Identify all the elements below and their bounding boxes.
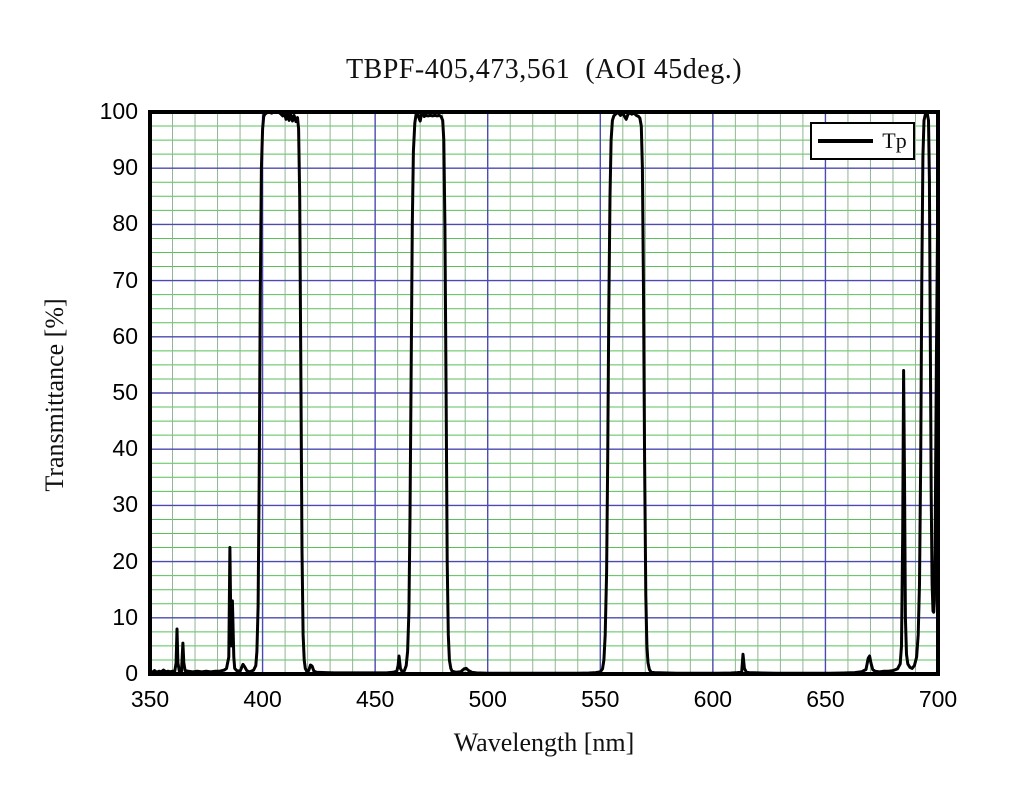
chart-title: TBPF-405,473,561 (AOI 45deg.) [345, 54, 743, 85]
y-tick-label: 0 [125, 660, 138, 686]
x-tick-label: 550 [581, 686, 620, 712]
y-tick-label: 10 [112, 603, 138, 630]
x-tick-label: 600 [693, 686, 733, 712]
legend-line-sample [818, 139, 874, 143]
x-tick-label: 350 [130, 686, 170, 712]
plot-frame [148, 110, 940, 676]
legend-series-label: Tp [882, 128, 907, 153]
x-axis-title: Wavelength [nm] [453, 728, 635, 757]
y-tick-label: 100 [99, 98, 138, 124]
legend-box: Tp [810, 122, 915, 160]
y-tick-label: 60 [112, 322, 138, 349]
y-tick-label: 30 [112, 491, 138, 518]
y-tick-label: 20 [112, 547, 138, 574]
y-tick-label: 90 [112, 154, 138, 181]
x-tick-label: 400 [243, 686, 282, 712]
y-axis-title: Transmittance [%] [40, 298, 69, 492]
x-tick-label: 450 [355, 686, 395, 712]
y-tick-label: 70 [112, 266, 138, 293]
y-tick-label: 80 [112, 210, 138, 237]
y-tick-label: 50 [112, 379, 138, 405]
x-tick-label: 650 [806, 686, 845, 712]
x-tick-label: 500 [468, 686, 507, 712]
y-tick-label: 40 [112, 435, 138, 462]
x-tick-label: 700 [918, 686, 958, 712]
transmittance-curve [148, 110, 940, 675]
